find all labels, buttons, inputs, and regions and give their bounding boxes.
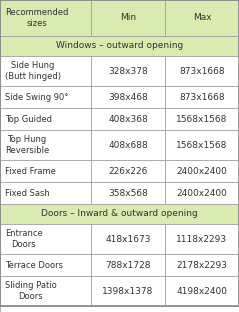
Bar <box>0 108 91 130</box>
Text: Top Hung
Reversible: Top Hung Reversible <box>5 135 49 155</box>
Bar <box>0 36 239 56</box>
Bar <box>165 254 239 276</box>
Text: Side Hung
(Butt hinged): Side Hung (Butt hinged) <box>5 61 61 81</box>
Bar <box>165 160 239 182</box>
Bar <box>165 86 239 108</box>
Text: Sliding Patio
Doors: Sliding Patio Doors <box>5 281 57 301</box>
Text: 408x368: 408x368 <box>108 115 148 124</box>
Text: 1568x1568: 1568x1568 <box>176 115 228 124</box>
Bar <box>91 254 165 276</box>
Text: 398x468: 398x468 <box>108 92 148 101</box>
Text: Recommended
sizes: Recommended sizes <box>5 8 68 28</box>
Bar <box>0 0 91 36</box>
Bar <box>165 224 239 254</box>
Bar <box>91 182 165 204</box>
Text: 226x226: 226x226 <box>108 167 148 175</box>
Text: 1568x1568: 1568x1568 <box>176 140 228 149</box>
Bar <box>165 130 239 160</box>
Bar <box>91 130 165 160</box>
Bar <box>0 204 239 224</box>
Text: 1398x1378: 1398x1378 <box>102 286 154 295</box>
Text: Max: Max <box>193 13 211 22</box>
Bar <box>0 254 91 276</box>
Bar <box>91 56 165 86</box>
Text: 873x1668: 873x1668 <box>179 66 225 76</box>
Text: 1118x2293: 1118x2293 <box>176 235 228 243</box>
Text: 4198x2400: 4198x2400 <box>176 286 228 295</box>
Bar <box>0 276 91 306</box>
Text: 873x1668: 873x1668 <box>179 92 225 101</box>
Bar <box>91 108 165 130</box>
Bar <box>165 56 239 86</box>
Text: Terrace Doors: Terrace Doors <box>5 261 63 270</box>
Text: Entrance
Doors: Entrance Doors <box>5 229 43 249</box>
Text: Min: Min <box>120 13 136 22</box>
Bar <box>0 306 239 312</box>
Text: Side Swing 90°: Side Swing 90° <box>5 92 68 101</box>
Bar <box>165 182 239 204</box>
Text: Fixed Sash: Fixed Sash <box>5 188 50 197</box>
Text: 418x1673: 418x1673 <box>105 235 151 243</box>
Bar <box>165 276 239 306</box>
Text: 408x688: 408x688 <box>108 140 148 149</box>
Bar <box>91 224 165 254</box>
Text: 328x378: 328x378 <box>108 66 148 76</box>
Bar <box>0 224 91 254</box>
Text: 358x568: 358x568 <box>108 188 148 197</box>
Bar <box>165 108 239 130</box>
Bar <box>91 86 165 108</box>
Bar <box>0 182 91 204</box>
Bar <box>91 0 165 36</box>
Text: Top Guided: Top Guided <box>5 115 52 124</box>
Bar <box>0 56 91 86</box>
Bar <box>0 130 91 160</box>
Bar <box>91 160 165 182</box>
Text: 788x1728: 788x1728 <box>105 261 151 270</box>
Bar <box>91 276 165 306</box>
Text: Fixed Frame: Fixed Frame <box>5 167 56 175</box>
Text: Windows – outward opening: Windows – outward opening <box>56 41 183 51</box>
Bar <box>0 160 91 182</box>
Text: 2400x2400: 2400x2400 <box>177 188 228 197</box>
Text: 2178x2293: 2178x2293 <box>176 261 228 270</box>
Text: Doors – Inward & outward opening: Doors – Inward & outward opening <box>41 209 198 218</box>
Bar <box>0 86 91 108</box>
Bar <box>165 0 239 36</box>
Text: 2400x2400: 2400x2400 <box>177 167 228 175</box>
